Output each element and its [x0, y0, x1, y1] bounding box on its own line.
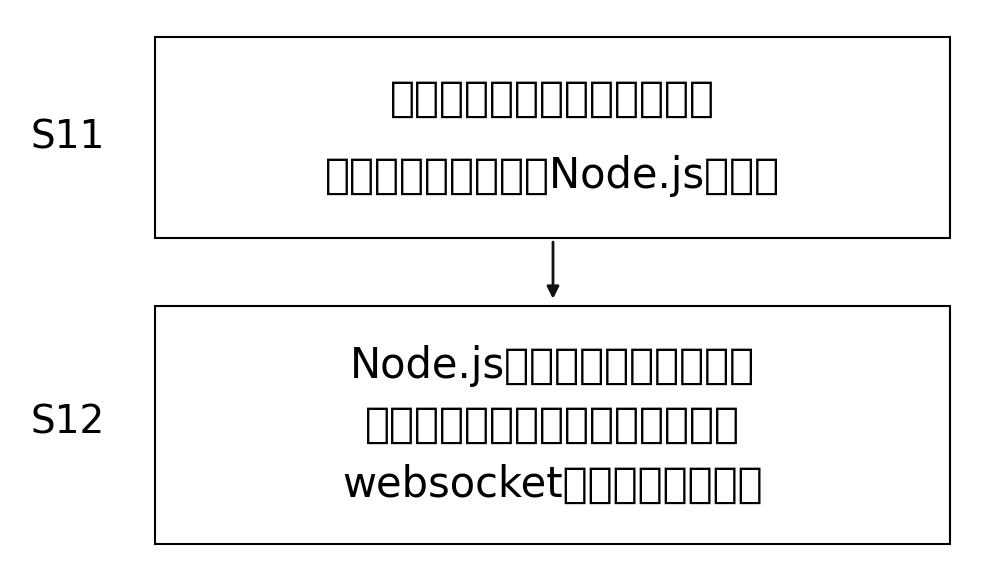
- Text: Node.js服务器实时接收无线电: Node.js服务器实时接收无线电: [350, 345, 755, 387]
- FancyBboxPatch shape: [155, 306, 950, 544]
- Text: S11: S11: [31, 119, 105, 157]
- Text: S12: S12: [31, 403, 105, 442]
- FancyArrowPatch shape: [548, 242, 558, 296]
- Text: 监测设备传送的监测数据，并通过: 监测设备传送的监测数据，并通过: [365, 404, 740, 446]
- Text: websocket连接推送至浏览器: websocket连接推送至浏览器: [342, 464, 763, 506]
- FancyBboxPatch shape: [155, 37, 950, 238]
- Text: 实时监测数据传送至Node.js服务器: 实时监测数据传送至Node.js服务器: [325, 155, 780, 197]
- Text: 无线电监测设备将监控获得的: 无线电监测设备将监控获得的: [390, 78, 715, 120]
